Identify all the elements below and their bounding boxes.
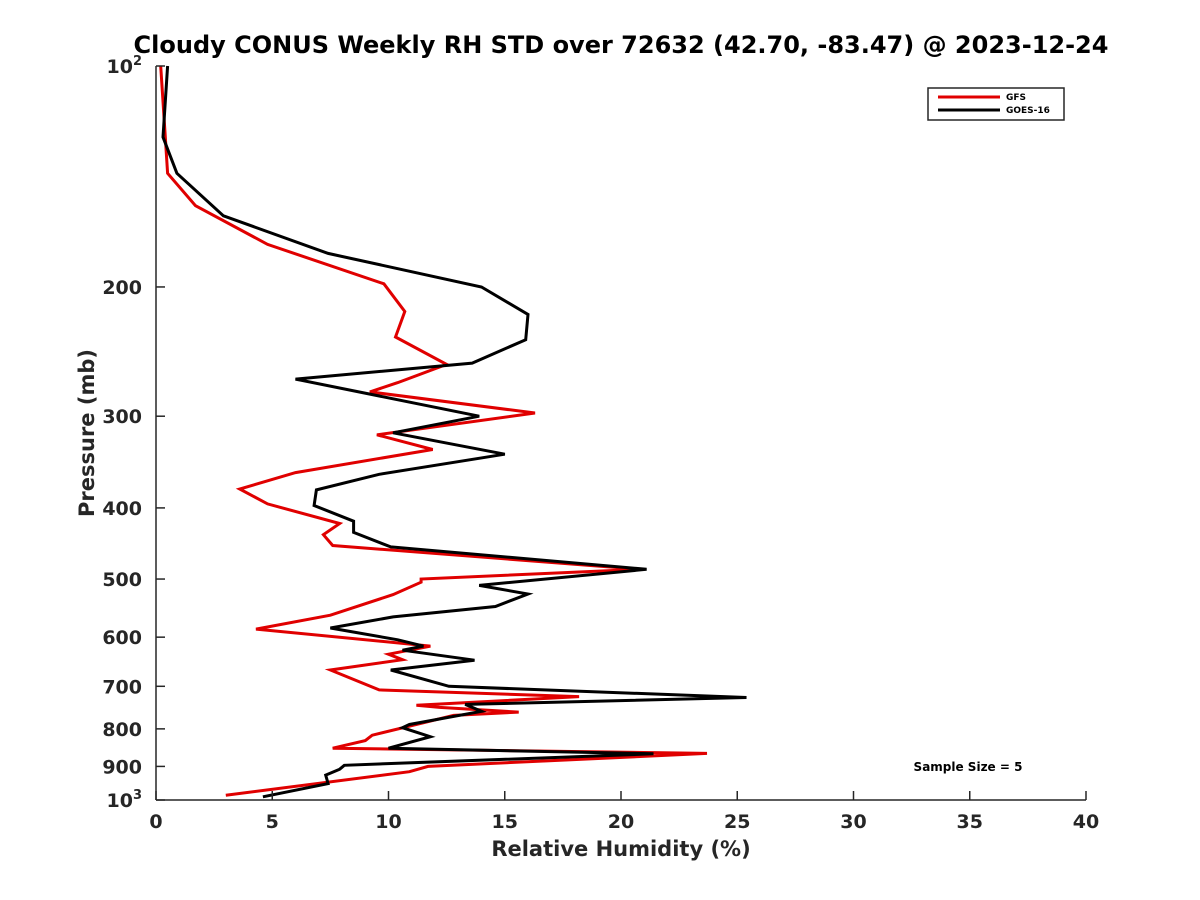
x-tick-label: 25 [724, 811, 750, 833]
y-tick-label: 800 [102, 719, 142, 741]
y-tick-label: 400 [102, 498, 142, 520]
y-tick-label: 700 [102, 676, 142, 698]
x-tick-label: 5 [266, 811, 279, 833]
y-tick-label: 600 [102, 627, 142, 649]
y-tick-label: 900 [102, 756, 142, 778]
y-tick-label: 102 [107, 54, 143, 78]
sample-size-note: Sample Size = 5 [914, 760, 1023, 774]
x-tick-label: 10 [375, 811, 401, 833]
x-tick-label: 0 [149, 811, 162, 833]
series-line-gfs [159, 65, 708, 797]
y-tick-label: 200 [102, 277, 142, 299]
x-tick-label: 40 [1073, 811, 1099, 833]
y-tick-label: 500 [102, 569, 142, 591]
legend-label: GFS [1006, 93, 1026, 103]
y-tick-label: 300 [102, 406, 142, 428]
x-axis-label: Relative Humidity (%) [491, 837, 750, 861]
x-tick-label: 30 [840, 811, 866, 833]
legend: GFS GOES-16 [927, 87, 1065, 121]
x-tick-label: 15 [492, 811, 518, 833]
y-tick-label: 103 [107, 788, 143, 812]
series-line-goes-16 [161, 65, 747, 799]
legend-box [927, 87, 1065, 121]
y-axis-label: Pressure (mb) [75, 349, 99, 517]
x-tick-label: 35 [957, 811, 983, 833]
axes: 0 5 10 15 20 25 30 35 40 102 200 300 400 500 600 700 800… [102, 54, 1099, 833]
series-layer [159, 65, 747, 799]
legend-label: GOES-16 [1006, 106, 1050, 116]
chart-title: Cloudy CONUS Weekly RH STD over 72632 (4… [134, 31, 1109, 59]
x-tick-label: 20 [608, 811, 634, 833]
